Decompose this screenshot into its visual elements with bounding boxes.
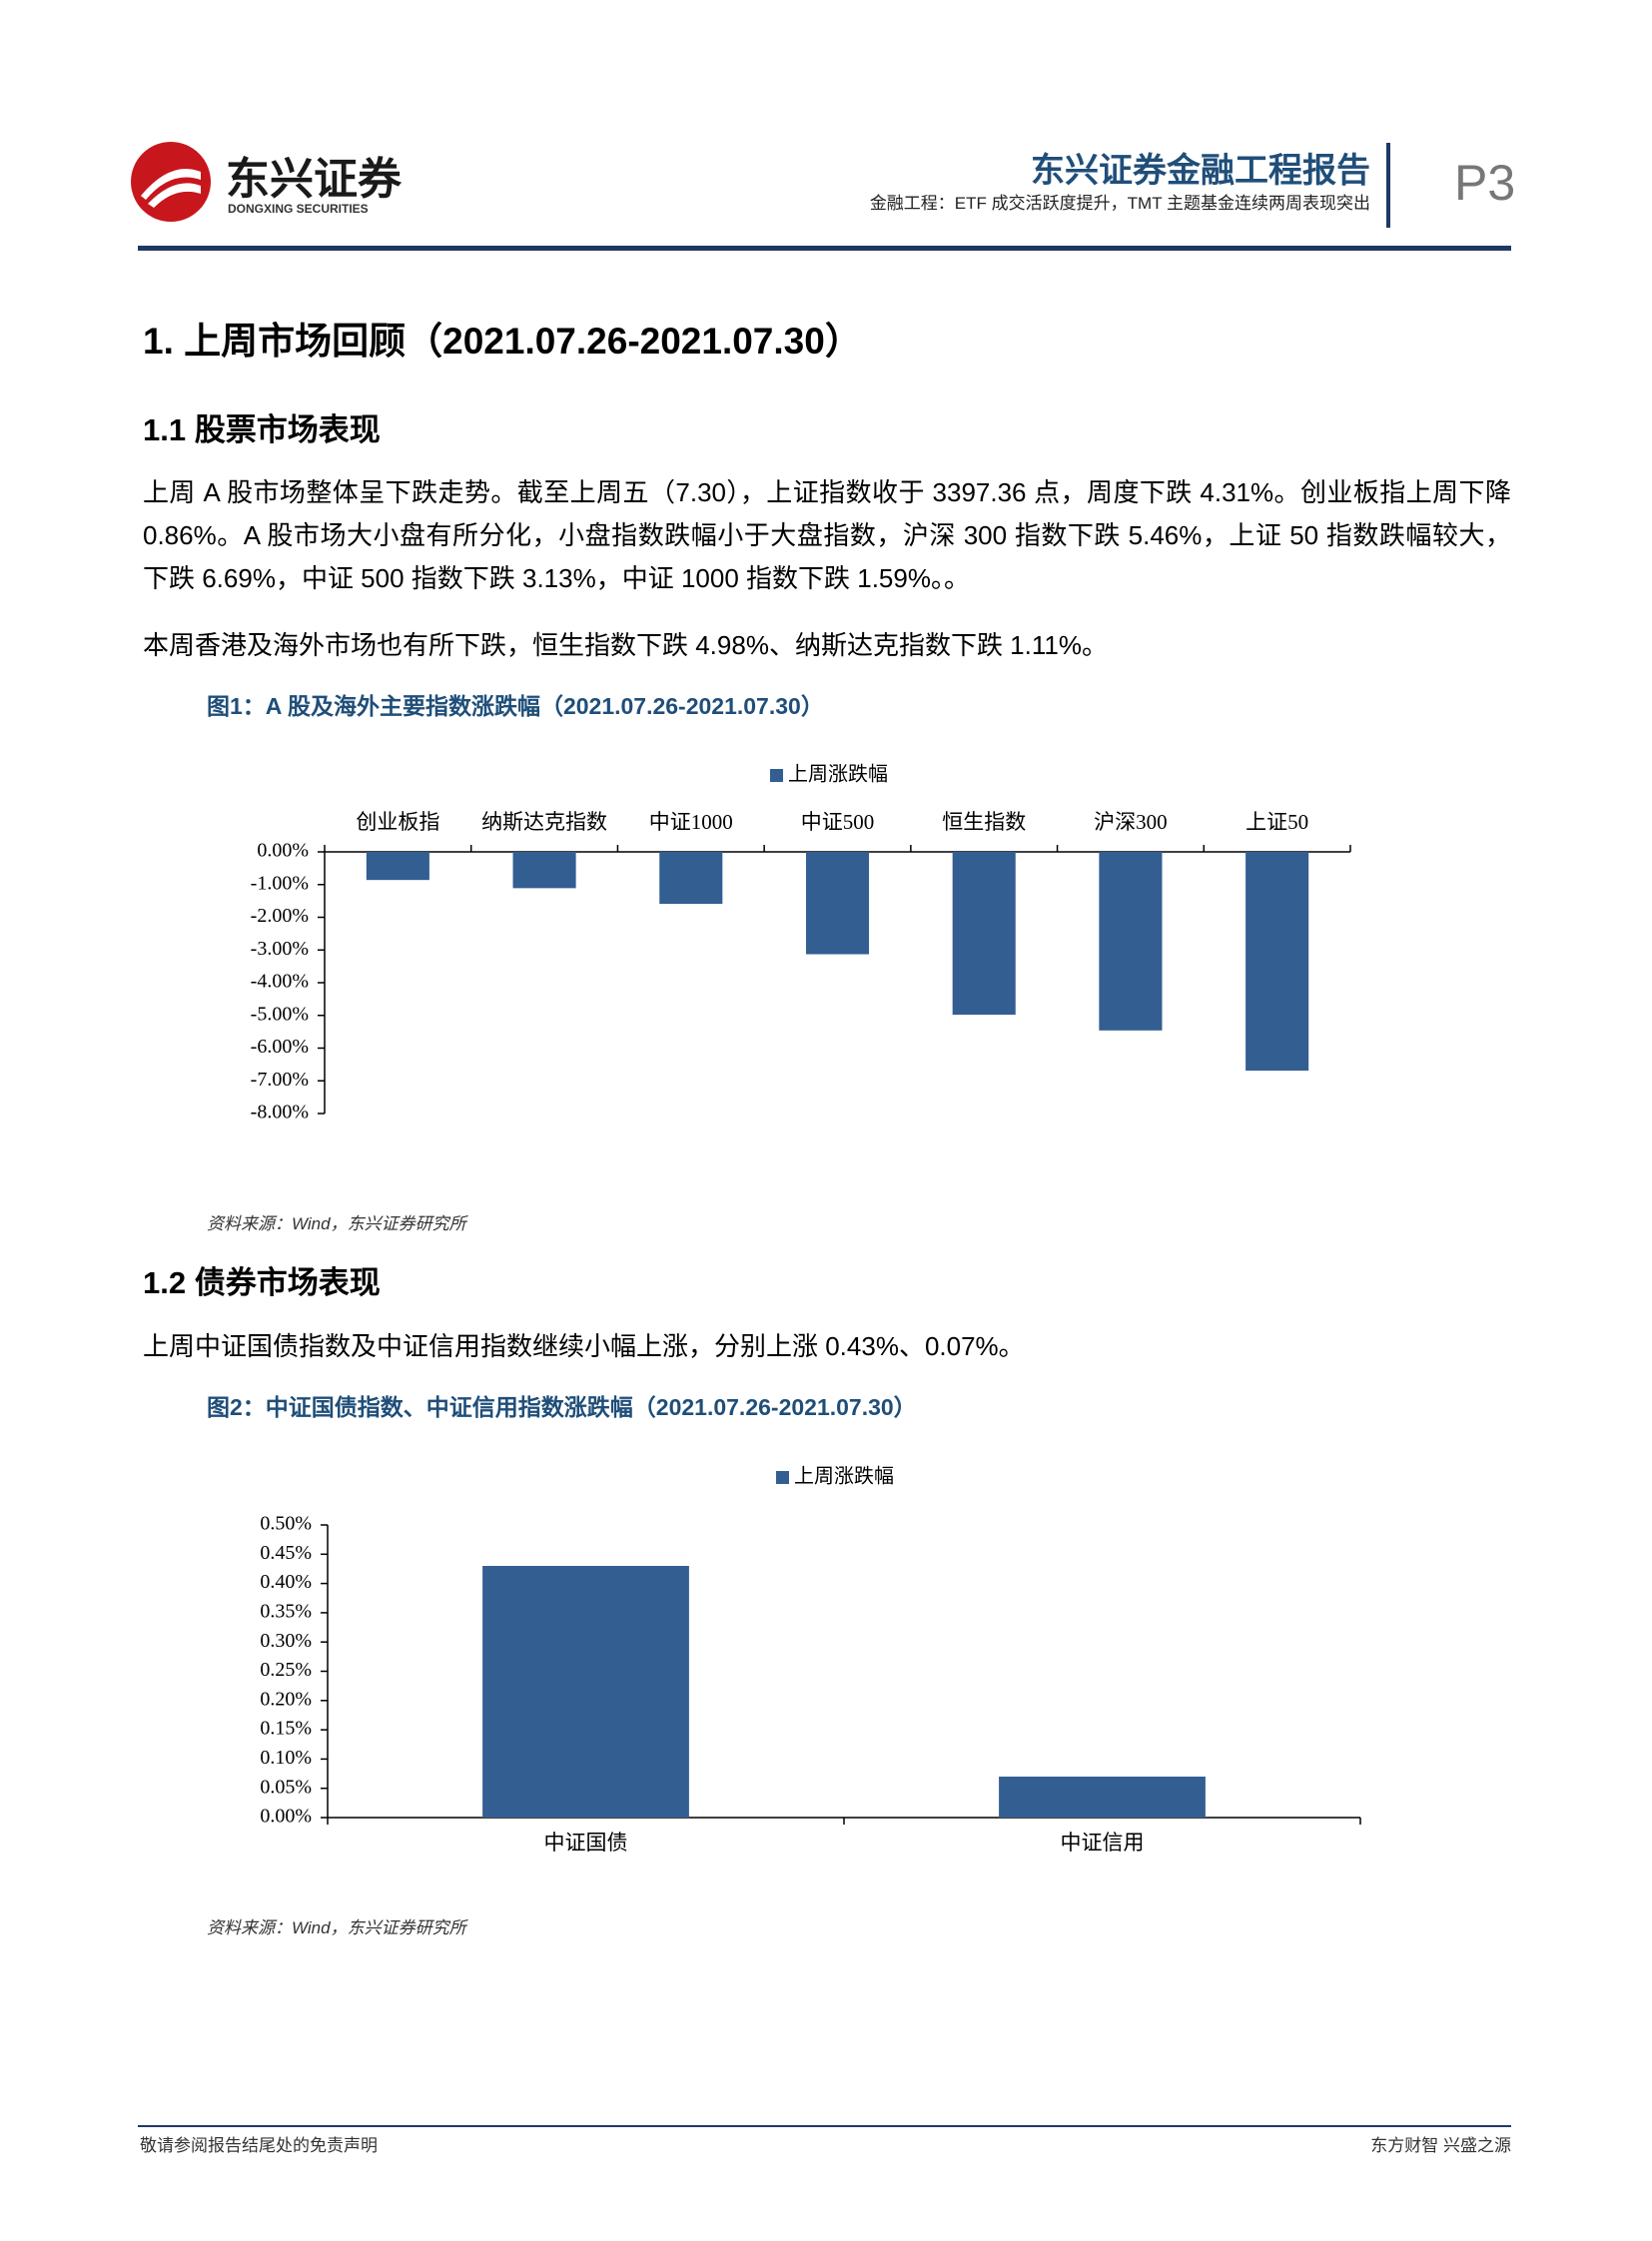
legend-label: 上周涨跌幅 <box>794 1465 894 1488</box>
report-title: 东兴证券金融工程报告 <box>1031 152 1370 190</box>
report-subtitle: 金融工程：ETF 成交活跃度提升，TMT 主题基金连续两周表现突出 <box>869 194 1370 213</box>
paragraph: 上周中证国债指数及中证信用指数继续小幅上涨，分别上涨 0.43%、0.07%。 <box>143 1331 1025 1361</box>
y-tick-label: -6.00% <box>251 1036 309 1058</box>
y-tick-label: -1.00% <box>251 872 309 894</box>
header-divider <box>1386 143 1390 228</box>
footer-rule <box>138 2125 1511 2127</box>
logo-sub: DONGXING SECURITIES <box>228 202 369 216</box>
bar <box>482 1566 689 1818</box>
figure-source: 资料来源：Wind，东兴证券研究所 <box>207 1214 466 1233</box>
x-tick-label: 上证50 <box>1245 810 1308 834</box>
bar <box>1099 852 1163 1031</box>
y-tick-label: -2.00% <box>251 905 309 927</box>
x-tick-label: 中证信用 <box>1061 1831 1145 1855</box>
figure-caption: 图2：中证国债指数、中证信用指数涨跌幅（2021.07.26-2021.07.3… <box>207 1394 917 1420</box>
y-tick-label: 0.25% <box>260 1659 312 1681</box>
legend-label: 上周涨跌幅 <box>788 763 888 786</box>
footer-disclaimer: 敬请参阅报告结尾处的免责声明 <box>140 2136 378 2155</box>
y-tick-label: -7.00% <box>251 1069 309 1091</box>
x-tick-label: 中证国债 <box>544 1831 628 1855</box>
x-tick-label: 沪深300 <box>1094 810 1168 834</box>
x-tick-label: 中证1000 <box>649 810 733 834</box>
y-tick-label: 0.50% <box>260 1513 312 1535</box>
logo-name: 东兴证券 <box>226 155 402 204</box>
y-tick-label: -3.00% <box>251 938 309 960</box>
figure-caption: 图1：A 股及海外主要指数涨跌幅（2021.07.26-2021.07.30） <box>207 693 824 719</box>
y-tick-label: 0.15% <box>260 1718 312 1740</box>
x-tick-label: 纳斯达克指数 <box>481 810 607 834</box>
y-tick-label: 0.35% <box>260 1600 312 1622</box>
bar <box>659 852 723 905</box>
subsection-title: 1.2 债券市场表现 <box>143 1265 381 1300</box>
x-tick-label: 恒生指数 <box>942 810 1026 834</box>
bar <box>999 1776 1206 1818</box>
y-tick-label: 0.10% <box>260 1747 312 1769</box>
y-tick-label: 0.05% <box>260 1776 312 1798</box>
header-rule <box>138 246 1511 251</box>
y-tick-label: -5.00% <box>251 1003 309 1025</box>
legend-swatch <box>770 769 783 782</box>
bar <box>512 852 576 889</box>
y-tick-label: -4.00% <box>251 971 309 993</box>
logo-mark <box>131 142 211 222</box>
y-tick-label: 0.00% <box>257 840 309 862</box>
bar <box>952 852 1016 1016</box>
y-tick-label: -8.00% <box>251 1102 309 1123</box>
paragraph: 本周香港及海外市场也有所下跌，恒生指数下跌 4.98%、纳斯达克指数下跌 1.1… <box>143 630 1108 660</box>
section-title: 1. 上周市场回顾（2021.07.26-2021.07.30） <box>143 321 862 362</box>
y-tick-label: 0.45% <box>260 1542 312 1564</box>
bar <box>1245 852 1309 1072</box>
footer-slogan: 东方财智 兴盛之源 <box>1370 2136 1511 2155</box>
y-tick-label: 0.30% <box>260 1630 312 1652</box>
bar <box>366 852 429 881</box>
paragraph: 上周 A 股市场整体呈下跌走势。截至上周五（7.30），上证指数收于 3397.… <box>143 477 1511 593</box>
y-tick-label: 0.00% <box>260 1806 312 1828</box>
subsection-title: 1.1 股票市场表现 <box>143 412 381 447</box>
y-tick-label: 0.20% <box>260 1688 312 1710</box>
legend-swatch <box>776 1471 789 1484</box>
bar <box>805 852 870 955</box>
x-tick-label: 中证500 <box>801 810 875 834</box>
page-number: P3 <box>1454 155 1516 211</box>
figure-source: 资料来源：Wind，东兴证券研究所 <box>207 1918 466 1937</box>
x-tick-label: 创业板指 <box>356 810 439 834</box>
y-tick-label: 0.40% <box>260 1571 312 1593</box>
logo-stripes <box>141 169 201 208</box>
